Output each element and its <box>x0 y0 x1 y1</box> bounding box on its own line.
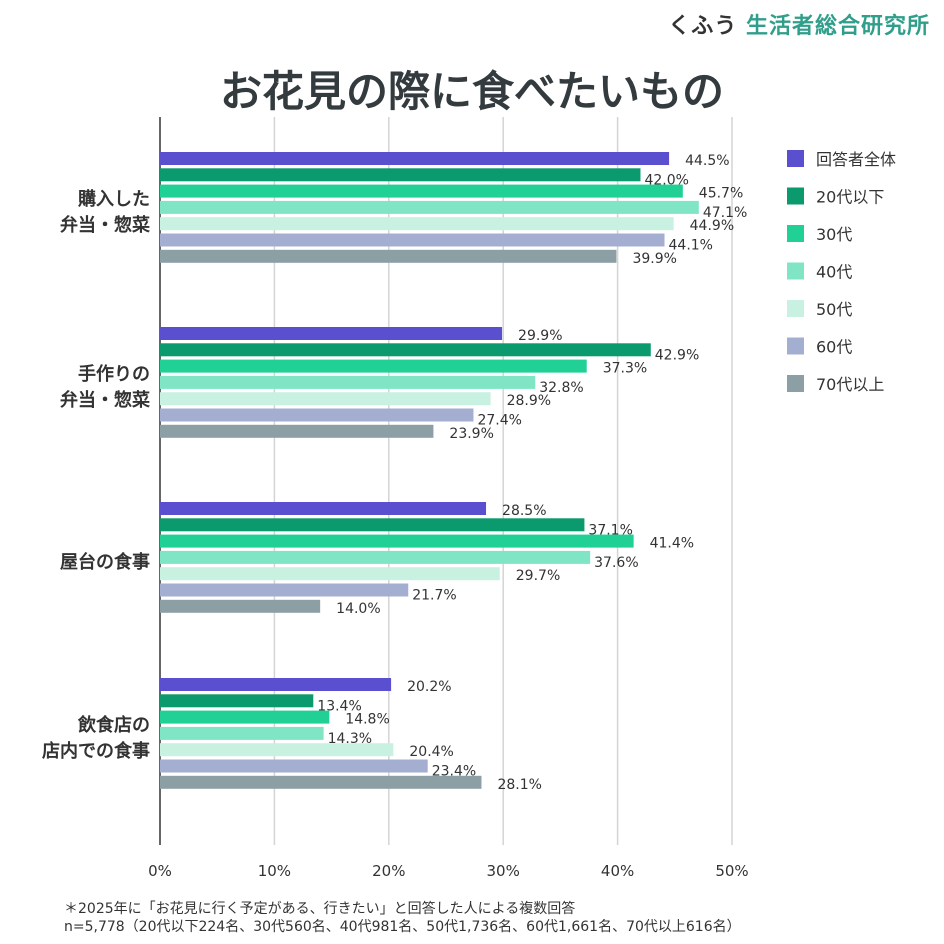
data-label: 29.7% <box>516 568 560 584</box>
data-label: 37.1% <box>588 522 632 538</box>
bar <box>160 152 670 165</box>
data-label: 47.1% <box>703 205 747 221</box>
bar <box>160 359 587 373</box>
legend-label: 回答者全体 <box>816 150 896 169</box>
category-label: 屋台の食事 <box>60 551 150 573</box>
category-label: 購入した <box>77 188 150 210</box>
bar <box>160 392 491 406</box>
data-label: 45.7% <box>699 186 743 202</box>
data-label: 13.4% <box>317 698 361 714</box>
bar <box>160 518 585 532</box>
bar <box>160 168 641 182</box>
data-label: 20.2% <box>407 679 451 695</box>
bar <box>160 424 434 438</box>
footnote-line: ＊2025年に「お花見に行く予定がある、行きたい」と回答した人による複数回答 <box>64 901 576 917</box>
data-label: 28.9% <box>507 393 551 409</box>
data-label: 23.4% <box>432 764 476 780</box>
bar <box>160 233 665 247</box>
data-label: 42.9% <box>655 347 699 363</box>
data-label: 28.1% <box>497 777 541 793</box>
brand-logo: くふう 生活者総合研究所 <box>668 8 930 40</box>
legend-label: 50代 <box>816 300 852 319</box>
legend-label: 30代 <box>816 225 852 244</box>
chart-title: お花見の際に食べたいもの <box>219 67 724 116</box>
data-label: 41.4% <box>650 536 694 552</box>
bar <box>160 408 474 422</box>
data-label: 44.1% <box>669 238 713 254</box>
data-label: 42.0% <box>644 172 688 188</box>
data-label: 23.9% <box>449 426 493 442</box>
legend-swatch <box>787 375 804 392</box>
bar <box>160 200 699 214</box>
legend-label: 60代 <box>816 338 852 357</box>
bar <box>160 550 591 564</box>
category-label: 手作りの <box>78 363 150 385</box>
footnote: ＊2025年に「お花見に行く予定がある、行きたい」と回答した人による複数回答 n… <box>64 900 741 936</box>
bar <box>160 759 428 773</box>
bar <box>160 534 634 548</box>
logo-name: 生活者総合研究所 <box>745 14 930 39</box>
category-label: 飲食店の <box>77 714 150 736</box>
bar <box>160 375 536 389</box>
data-label: 14.0% <box>336 601 380 617</box>
logo-prefix: くふう <box>668 14 738 39</box>
legend-label: 70代以上 <box>816 375 884 394</box>
data-label: 29.9% <box>518 328 562 344</box>
legend-label: 20代以下 <box>816 188 884 207</box>
data-label: 21.7% <box>412 588 456 604</box>
x-tick-label: 20% <box>372 862 405 880</box>
category-label: 弁当・惣菜 <box>60 389 150 411</box>
data-label: 14.3% <box>328 731 372 747</box>
bar <box>160 710 330 724</box>
data-label: 37.6% <box>594 555 638 571</box>
data-label: 27.4% <box>477 413 521 429</box>
bar <box>160 694 314 708</box>
bar <box>160 726 324 740</box>
legend-label: 40代 <box>816 263 852 282</box>
data-label: 32.8% <box>539 380 583 396</box>
bar <box>160 775 482 789</box>
footnote-line: n=5,778（20代以下224名、30代560名、40代981名、50代1,7… <box>64 919 741 935</box>
bar <box>160 567 500 581</box>
x-tick-label: 50% <box>715 862 748 880</box>
bar <box>160 599 321 613</box>
bar <box>160 184 683 198</box>
data-label: 20.4% <box>409 744 453 760</box>
legend-swatch <box>787 225 804 242</box>
x-tick-label: 30% <box>487 862 520 880</box>
bar <box>160 678 392 691</box>
legend-swatch <box>787 262 804 280</box>
legend-swatch <box>787 187 804 205</box>
x-tick-label: 40% <box>601 862 634 880</box>
data-label: 44.9% <box>690 218 734 234</box>
data-label: 39.9% <box>632 251 676 267</box>
x-tick-label: 10% <box>258 862 291 880</box>
data-label: 44.5% <box>685 153 729 169</box>
bar <box>160 327 503 340</box>
bar <box>160 343 651 357</box>
bar <box>160 583 409 597</box>
bar <box>160 249 617 263</box>
legend-swatch <box>787 300 804 317</box>
category-label: 弁当・惣菜 <box>60 214 150 236</box>
x-tick-label: 0% <box>148 862 172 880</box>
bar <box>160 743 394 757</box>
bar <box>160 502 487 515</box>
legend-swatch <box>787 337 804 355</box>
data-label: 28.5% <box>502 503 546 519</box>
data-label: 14.8% <box>345 712 389 728</box>
category-label: 店内での食事 <box>42 740 150 762</box>
bar <box>160 217 674 231</box>
data-label: 37.3% <box>603 361 647 377</box>
legend-swatch <box>787 150 804 167</box>
